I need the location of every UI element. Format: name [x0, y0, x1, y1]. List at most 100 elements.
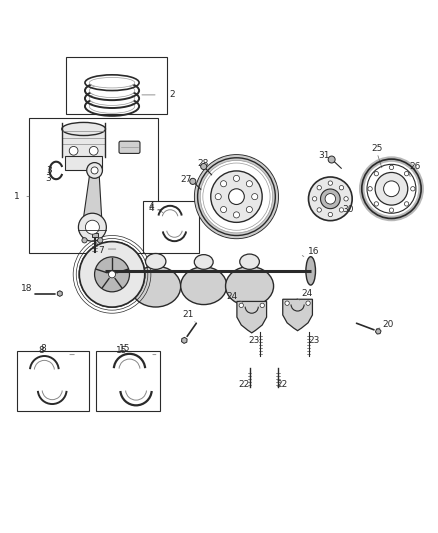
- Text: 3: 3: [45, 174, 51, 183]
- Bar: [65, 157, 102, 171]
- Circle shape: [374, 201, 378, 206]
- Text: 7: 7: [122, 245, 128, 254]
- Circle shape: [220, 181, 226, 187]
- Circle shape: [384, 181, 399, 197]
- Circle shape: [344, 197, 348, 201]
- Circle shape: [233, 212, 240, 218]
- Text: 19: 19: [103, 282, 115, 292]
- Circle shape: [239, 303, 244, 308]
- Circle shape: [220, 206, 226, 213]
- Polygon shape: [182, 337, 187, 343]
- Circle shape: [404, 172, 409, 176]
- Circle shape: [328, 156, 335, 163]
- Text: 30: 30: [342, 205, 353, 214]
- Circle shape: [306, 301, 310, 305]
- Ellipse shape: [89, 99, 135, 113]
- Circle shape: [260, 303, 265, 308]
- Ellipse shape: [62, 123, 106, 135]
- Text: 23: 23: [308, 336, 320, 345]
- Text: 22: 22: [239, 380, 250, 389]
- Circle shape: [317, 208, 321, 212]
- Text: 8: 8: [40, 344, 46, 353]
- Text: 21: 21: [182, 310, 193, 319]
- Circle shape: [328, 212, 332, 217]
- Text: 18: 18: [21, 284, 33, 293]
- Text: 8: 8: [39, 346, 45, 355]
- Text: 3: 3: [46, 166, 52, 175]
- Circle shape: [233, 175, 240, 181]
- Text: 23: 23: [248, 336, 260, 345]
- Ellipse shape: [145, 254, 166, 269]
- Bar: [29, 118, 158, 253]
- Text: 31: 31: [318, 151, 329, 160]
- Circle shape: [325, 193, 336, 204]
- Circle shape: [321, 189, 340, 208]
- Ellipse shape: [306, 257, 315, 285]
- Circle shape: [375, 173, 408, 205]
- Circle shape: [82, 238, 87, 243]
- Text: 27: 27: [180, 175, 192, 184]
- Bar: [66, 57, 166, 114]
- Text: 15: 15: [117, 346, 128, 355]
- Circle shape: [69, 147, 78, 155]
- Circle shape: [78, 213, 106, 241]
- Circle shape: [246, 181, 252, 187]
- Bar: [17, 351, 89, 411]
- Text: 20: 20: [383, 320, 394, 329]
- Circle shape: [190, 179, 196, 184]
- Text: 2: 2: [170, 91, 175, 100]
- Circle shape: [87, 163, 102, 179]
- Circle shape: [411, 187, 415, 191]
- Ellipse shape: [131, 266, 180, 307]
- Circle shape: [85, 220, 99, 234]
- Ellipse shape: [180, 267, 227, 304]
- Circle shape: [389, 165, 394, 169]
- Circle shape: [211, 171, 262, 222]
- Circle shape: [404, 201, 409, 206]
- Circle shape: [328, 181, 332, 185]
- FancyBboxPatch shape: [119, 141, 140, 154]
- Bar: [92, 233, 98, 237]
- Circle shape: [246, 206, 252, 213]
- Circle shape: [89, 147, 98, 155]
- Polygon shape: [83, 171, 102, 229]
- Text: 7: 7: [98, 246, 104, 255]
- Circle shape: [98, 238, 103, 243]
- Ellipse shape: [226, 266, 274, 306]
- Circle shape: [91, 167, 98, 174]
- Bar: [96, 351, 160, 411]
- Text: 24: 24: [226, 292, 238, 301]
- Bar: [62, 127, 106, 157]
- Text: 22: 22: [277, 380, 288, 389]
- Circle shape: [201, 164, 207, 169]
- Text: 26: 26: [409, 161, 420, 171]
- Text: 1: 1: [14, 192, 20, 201]
- Circle shape: [215, 193, 221, 200]
- Ellipse shape: [89, 77, 135, 88]
- Text: 25: 25: [371, 144, 383, 153]
- Text: 16: 16: [308, 247, 320, 256]
- Ellipse shape: [89, 92, 135, 106]
- Circle shape: [229, 189, 244, 205]
- Polygon shape: [375, 329, 381, 334]
- Ellipse shape: [240, 254, 259, 269]
- Circle shape: [252, 193, 258, 200]
- Bar: [143, 201, 199, 253]
- Circle shape: [285, 301, 289, 305]
- Polygon shape: [237, 302, 267, 333]
- Circle shape: [339, 185, 344, 190]
- Text: 15: 15: [120, 344, 131, 353]
- Circle shape: [312, 197, 317, 201]
- Polygon shape: [57, 290, 62, 296]
- Text: 4: 4: [148, 204, 154, 213]
- Circle shape: [374, 172, 378, 176]
- Circle shape: [317, 185, 321, 190]
- Circle shape: [368, 187, 372, 191]
- Text: 32: 32: [238, 175, 249, 184]
- Circle shape: [339, 208, 344, 212]
- Circle shape: [389, 208, 394, 212]
- Circle shape: [95, 257, 130, 292]
- Text: 24: 24: [302, 289, 313, 298]
- Circle shape: [79, 241, 145, 307]
- Circle shape: [109, 271, 116, 278]
